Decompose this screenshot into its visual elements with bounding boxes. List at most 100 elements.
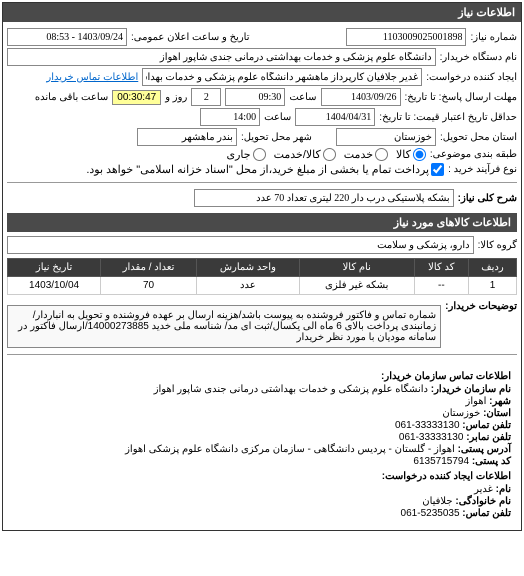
need-summary-label: شرح کلی نیاز: [458, 193, 517, 204]
buyer-notes-box: شماره تماس و فاکتور فروشنده به پیوست باش… [7, 305, 441, 348]
contact-org-label: نام سازمان خریدار: [431, 384, 511, 395]
deadline-date-input[interactable] [321, 88, 401, 106]
cell-qty: 70 [101, 277, 197, 295]
radio-khedmat-input[interactable] [375, 148, 388, 161]
goods-section-title: اطلاعات کالاهای مورد نیاز [7, 213, 517, 232]
row-deadline: مهلت ارسال پاسخ: تا تاریخ: ساعت روز و 00… [7, 88, 517, 106]
budget-radio-group: کالا خدمت کالا/خدمت جاری [226, 148, 425, 161]
col-row: ردیف [469, 259, 517, 277]
col-unit: واحد شمارش [196, 259, 299, 277]
contact-fax-label: تلفن نمابر: [466, 432, 511, 443]
radio-kala-input[interactable] [413, 148, 426, 161]
datetime-label: تاریخ و ساعت اعلان عمومی: [131, 32, 250, 43]
row-process: نوع فرآیند خرید : پرداخت تمام یا بخشی از… [7, 163, 517, 176]
col-code: کد کالا [414, 259, 468, 277]
requester-lastname-label: نام خانوادگی: [455, 496, 511, 507]
cell-name: بشکه غیر فلزی [299, 277, 414, 295]
contact-org-value: دانشگاه علوم پزشکی و خدمات بهداشتی درمان… [154, 384, 428, 395]
province-input[interactable] [336, 128, 436, 146]
requester-phone-value: 5235035-061 [401, 508, 460, 519]
buyer-label: نام دستگاه خریدار: [440, 52, 517, 63]
deadline-time-input[interactable] [225, 88, 285, 106]
row-buyer-notes: توضیحات خریدار: شماره تماس و فاکتور فروش… [7, 301, 517, 348]
deadline-label: مهلت ارسال پاسخ: تا تاریخ: [405, 92, 517, 103]
divider-1 [7, 182, 517, 183]
contact-address: آدرس پستی: اهواز - گلستان - پردیس دانشگا… [13, 444, 511, 455]
need-number-label: شماره نیاز: [470, 32, 517, 43]
requester-phone-label: تلفن تماس: [462, 508, 511, 519]
radio-kala-khedmat-label: کالا/خدمت [274, 148, 321, 161]
col-qty: تعداد / مقدار [101, 259, 197, 277]
price-validity-date-input[interactable] [295, 108, 375, 126]
remaining-time: 00:30:47 [112, 90, 161, 105]
city-input[interactable] [137, 128, 237, 146]
radio-kala-label: کالا [396, 148, 411, 161]
requester-phone: تلفن تماس: 5235035-061 [13, 508, 511, 519]
radio-jari-label: جاری [226, 148, 250, 161]
budget-type-label: طبقه بندی موضوعی: [430, 149, 517, 160]
requester-name-value: غدیر [474, 484, 493, 495]
col-date: تاریخ نیاز [8, 259, 101, 277]
need-summary-input[interactable] [194, 189, 454, 207]
contact-address-label: آدرس پستی: [458, 444, 511, 455]
requester-label: ایجاد کننده درخواست: [426, 72, 517, 83]
need-number-input[interactable] [346, 28, 466, 46]
requester-name-label: نام: [496, 484, 511, 495]
province-label: استان محل تحویل: [440, 132, 517, 143]
row-location: استان محل تحویل: شهر محل تحویل: [7, 128, 517, 146]
col-name: نام کالا [299, 259, 414, 277]
process-text: پرداخت تمام یا بخشی از مبلغ خرید،از محل … [86, 163, 429, 176]
contact-phone-label: تلفن تماس: [462, 420, 511, 431]
requester-heading: اطلاعات ایجاد کننده درخواست: [13, 471, 511, 482]
buyer-input[interactable] [7, 48, 436, 66]
row-goods-group: گروه کالا: [7, 236, 517, 254]
table-row[interactable]: 1 -- بشکه غیر فلزی عدد 70 1403/10/04 [8, 277, 517, 295]
price-validity-time-input[interactable] [200, 108, 260, 126]
requester-lastname-value: جلافیان [422, 496, 452, 507]
contact-org: نام سازمان خریدار: دانشگاه علوم پزشکی و … [13, 384, 511, 395]
row-need-number: شماره نیاز: تاریخ و ساعت اعلان عمومی: [7, 28, 517, 46]
contact-city-label: شهر: [489, 396, 511, 407]
contact-phone: تلفن تماس: 33333130-061 [13, 420, 511, 431]
cell-row: 1 [469, 277, 517, 295]
cell-unit: عدد [196, 277, 299, 295]
datetime-input[interactable] [7, 28, 127, 46]
price-validity-label: حداقل تاریخ اعتبار قیمت: تا تاریخ: [379, 112, 517, 123]
contact-fax: تلفن نمابر: 33333130-061 [13, 432, 511, 443]
contact-province: استان: خوزستان [13, 408, 511, 419]
contact-section: اطلاعات تماس سازمان خریدار: نام سازمان خ… [7, 361, 517, 526]
panel-title: اطلاعات نیاز [3, 3, 521, 22]
requester-name: نام: غدیر [13, 484, 511, 495]
goods-group-label: گروه کالا: [478, 240, 517, 251]
goods-group-input[interactable] [7, 236, 474, 254]
row-requester: ایجاد کننده درخواست: اطلاعات تماس خریدار [7, 68, 517, 86]
radio-kala[interactable]: کالا [396, 148, 426, 161]
city-label: شهر محل تحویل: [241, 132, 312, 143]
process-checkbox-input[interactable] [431, 163, 444, 176]
contact-fax-value: 33333130-061 [399, 432, 464, 443]
contact-link[interactable]: اطلاعات تماس خریدار [46, 72, 138, 83]
contact-heading: اطلاعات تماس سازمان خریدار: [13, 371, 511, 382]
panel-body: شماره نیاز: تاریخ و ساعت اعلان عمومی: نا… [3, 22, 521, 530]
main-panel: اطلاعات نیاز شماره نیاز: تاریخ و ساعت اع… [2, 2, 522, 531]
cell-code: -- [414, 277, 468, 295]
contact-phone-value: 33333130-061 [395, 420, 460, 431]
radio-kala-khedmat[interactable]: کالا/خدمت [274, 148, 336, 161]
radio-jari[interactable]: جاری [226, 148, 265, 161]
radio-khedmat[interactable]: خدمت [344, 148, 388, 161]
contact-city-value: اهواز [466, 396, 487, 407]
radio-kala-khedmat-input[interactable] [323, 148, 336, 161]
contact-province-value: خوزستان [442, 408, 480, 419]
contact-province-label: استان: [483, 408, 511, 419]
remaining-label: ساعت باقی مانده [35, 92, 108, 103]
row-buyer: نام دستگاه خریدار: [7, 48, 517, 66]
process-checkbox[interactable]: پرداخت تمام یا بخشی از مبلغ خرید،از محل … [86, 163, 444, 176]
contact-postal: کد پستی: 6135715794 [13, 456, 511, 467]
contact-postal-value: 6135715794 [413, 456, 469, 467]
days-input[interactable] [191, 88, 221, 106]
row-budget-type: طبقه بندی موضوعی: کالا خدمت کالا/خدمت جا… [7, 148, 517, 161]
radio-jari-input[interactable] [253, 148, 266, 161]
deadline-time-label: ساعت [289, 92, 316, 103]
requester-input[interactable] [142, 68, 422, 86]
cell-date: 1403/10/04 [8, 277, 101, 295]
